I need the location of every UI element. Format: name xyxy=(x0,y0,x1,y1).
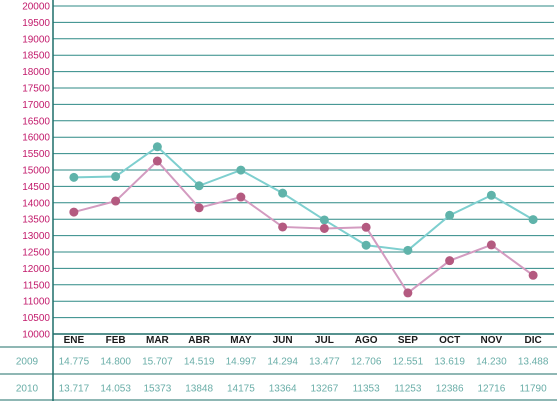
table-cell: 14.230 xyxy=(476,357,507,368)
y-tick-label: 20000 xyxy=(22,2,50,13)
y-tick-label: 13000 xyxy=(22,231,50,242)
y-tick-label: 18500 xyxy=(22,51,50,62)
series-line-2010 xyxy=(73,159,534,295)
table-cell: 12.551 xyxy=(393,357,424,368)
data-point-2009 xyxy=(528,215,538,225)
x-tick-label: ENE xyxy=(64,335,85,346)
table-cell: 15373 xyxy=(143,384,171,395)
data-point-2009 xyxy=(445,210,455,220)
data-point-2009 xyxy=(486,190,496,200)
x-tick-label: ABR xyxy=(188,335,210,346)
data-point-2009 xyxy=(403,245,413,255)
x-tick-label: JUL xyxy=(315,335,334,346)
data-point-2010 xyxy=(528,270,538,280)
data-point-2010 xyxy=(278,222,288,232)
table-cell: 13267 xyxy=(310,384,338,395)
table-series-name: 2009 xyxy=(16,357,39,368)
table-cell: 14.800 xyxy=(100,357,131,368)
x-axis-ticks: ENE FEB MAR ABR MAY JUN JUL AGO SEP OCT NOV DIC xyxy=(64,335,542,346)
y-tick-label: 19000 xyxy=(22,34,50,45)
y-tick-label: 19500 xyxy=(22,18,50,29)
x-tick-label: MAR xyxy=(146,335,170,346)
table-cell: 13.477 xyxy=(309,357,340,368)
y-tick-label: 16000 xyxy=(22,133,50,144)
table-cell: 13848 xyxy=(185,384,213,395)
data-point-2010 xyxy=(445,256,455,266)
y-tick-label: 14000 xyxy=(22,198,50,209)
data-point-2009 xyxy=(152,142,162,152)
y-tick-label: 10000 xyxy=(22,330,50,341)
table-cell: 11790 xyxy=(520,384,548,395)
data-point-2010 xyxy=(319,223,329,233)
series-line-2009 xyxy=(73,145,534,252)
data-point-2009 xyxy=(236,165,246,175)
x-tick-label: AGO xyxy=(355,335,378,346)
table-cell: 14.053 xyxy=(100,384,131,395)
x-tick-label: DIC xyxy=(525,335,542,346)
table-cell: 14.775 xyxy=(59,357,90,368)
x-tick-label: MAY xyxy=(230,335,252,346)
x-tick-label: NOV xyxy=(481,335,503,346)
data-point-2010 xyxy=(111,196,121,206)
y-tick-label: 15500 xyxy=(22,149,50,160)
data-point-2010 xyxy=(152,156,162,166)
table-cell: 11353 xyxy=(353,384,381,395)
table-cell: 12386 xyxy=(436,384,464,395)
table-cell: 14.294 xyxy=(267,357,298,368)
data-point-2009 xyxy=(319,215,329,225)
y-tick-label: 12000 xyxy=(22,264,50,275)
y-tick-label: 17000 xyxy=(22,100,50,111)
data-point-2009 xyxy=(278,188,288,198)
table-series-name: 2010 xyxy=(16,384,39,395)
table-cell: 14.997 xyxy=(226,357,257,368)
y-tick-label: 13500 xyxy=(22,215,50,226)
table-cell: 13.488 xyxy=(518,357,549,368)
y-tick-label: 17500 xyxy=(22,84,50,95)
y-tick-label: 12500 xyxy=(22,248,50,259)
y-tick-label: 11000 xyxy=(23,297,51,308)
data-point-2010 xyxy=(361,222,371,232)
y-tick-label: 11500 xyxy=(23,280,51,291)
table-cell: 15.707 xyxy=(142,357,173,368)
table-cell: 13.619 xyxy=(434,357,465,368)
grid xyxy=(53,5,554,335)
data-point-2010 xyxy=(403,288,413,298)
table-cell: 14.519 xyxy=(184,357,215,368)
data-point-2010 xyxy=(69,207,79,217)
x-tick-label: OCT xyxy=(439,335,460,346)
y-tick-label: 10500 xyxy=(22,313,50,324)
x-tick-label: SEP xyxy=(398,335,418,346)
y-tick-label: 14500 xyxy=(22,182,50,193)
table-cell: 12716 xyxy=(477,384,505,395)
axes xyxy=(52,0,554,401)
data-point-2010 xyxy=(236,192,246,202)
data-point-2010 xyxy=(194,203,204,213)
data-point-2009 xyxy=(361,240,371,250)
table-cell: 13364 xyxy=(269,384,297,395)
table-cell: 12.706 xyxy=(351,357,382,368)
y-tick-label: 15000 xyxy=(22,166,50,177)
table-cell: 14175 xyxy=(227,384,255,395)
data-point-2009 xyxy=(69,172,79,182)
y-axis-ticks: 10000 10500 11000 11500 12000 12500 13000 13500… xyxy=(22,2,50,341)
table-cell: 13.717 xyxy=(59,384,90,395)
y-tick-label: 18000 xyxy=(22,67,50,78)
series xyxy=(69,142,538,298)
data-table: 2009 14.775 14.800 15.707 14.519 14.997 14.294… xyxy=(0,346,557,401)
x-tick-label: JUN xyxy=(273,335,293,346)
data-point-2009 xyxy=(111,172,121,182)
data-point-2010 xyxy=(486,240,496,250)
x-tick-label: FEB xyxy=(106,335,126,346)
table-cell: 11253 xyxy=(394,384,422,395)
y-tick-label: 16500 xyxy=(22,116,50,127)
data-point-2009 xyxy=(194,181,204,191)
